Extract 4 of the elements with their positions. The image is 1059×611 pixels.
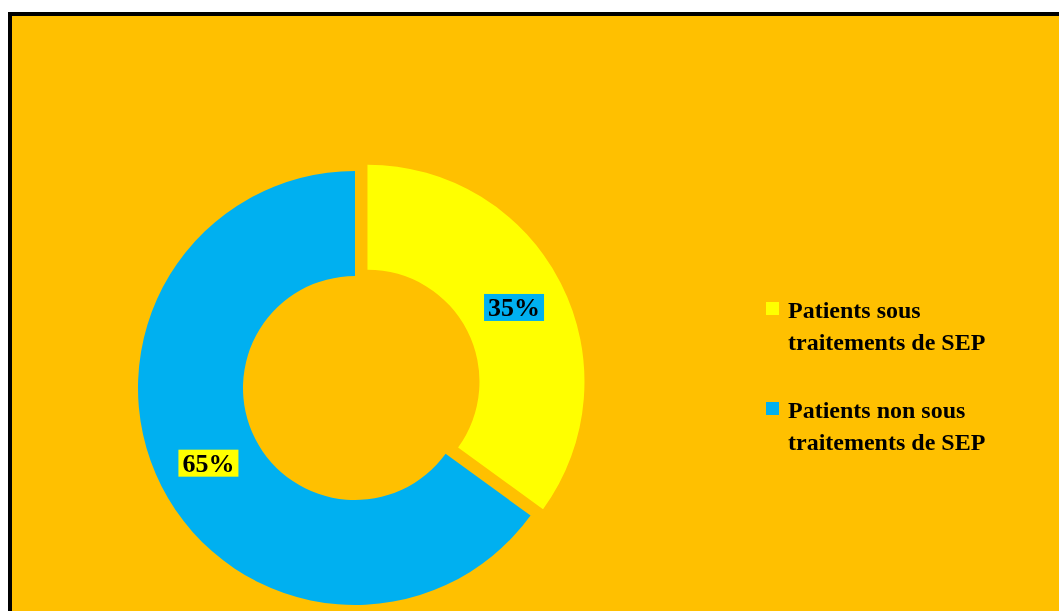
- legend-label: Patients sous traitements de SEP: [788, 297, 986, 355]
- data-label: 35%: [488, 292, 541, 322]
- data-label: 65%: [182, 448, 235, 478]
- legend-label: Patients non sous traitements de SEP: [788, 397, 986, 455]
